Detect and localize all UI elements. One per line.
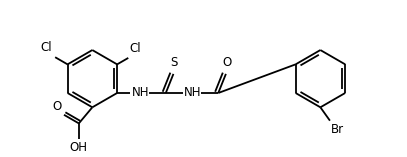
Text: O: O — [222, 56, 232, 69]
Text: NH: NH — [184, 87, 201, 100]
Text: OH: OH — [70, 141, 88, 154]
Text: NH: NH — [131, 87, 149, 100]
Text: O: O — [53, 100, 62, 113]
Text: Cl: Cl — [41, 41, 52, 54]
Text: Br: Br — [331, 123, 344, 135]
Text: Cl: Cl — [129, 42, 141, 55]
Text: S: S — [171, 56, 178, 69]
